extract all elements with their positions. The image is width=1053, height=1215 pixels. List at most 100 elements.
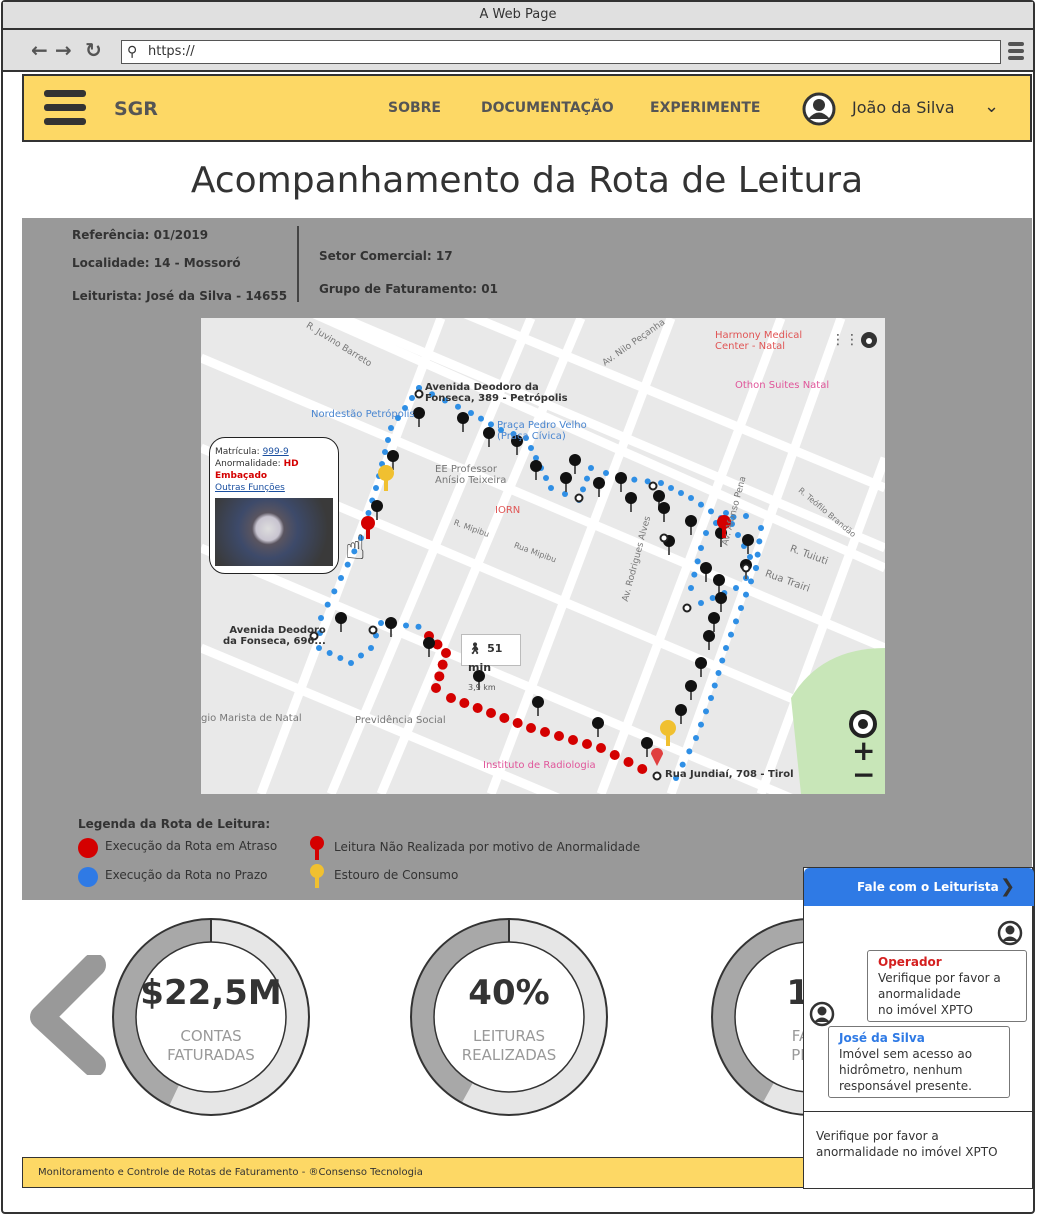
message-text: Imóvel sem acesso ao hidrômetro, nenhum … — [839, 1047, 973, 1093]
forward-icon[interactable]: → — [55, 38, 72, 62]
map-layer-icon[interactable] — [859, 330, 879, 350]
chat-header[interactable]: Fale com o Leiturista ❯ — [804, 868, 1034, 906]
destination-pin-icon — [651, 748, 663, 766]
reading-pin — [685, 680, 697, 692]
on-time-route-dot — [709, 595, 716, 601]
address-bar: ← → ↻ ⚲ https:// — [3, 30, 1033, 72]
on-time-route-dot — [344, 561, 351, 568]
on-time-route-dot — [324, 601, 331, 608]
anormalidade-label: Anormalidade: — [215, 459, 284, 469]
nav-experimente[interactable]: EXPERIMENTE — [650, 100, 761, 116]
map-label-harmony: Harmony Medical Center - Natal — [715, 330, 803, 352]
late-route-dot — [459, 698, 470, 708]
legend-title: Legenda da Rota de Leitura: — [78, 817, 271, 831]
late-route-dot — [431, 683, 441, 693]
on-time-route-dot — [703, 530, 709, 536]
carousel-prev-icon[interactable] — [28, 955, 108, 1075]
travel-time: 51 min — [468, 642, 503, 674]
on-time-route-dot — [688, 585, 694, 591]
url-text: https:// — [148, 44, 195, 59]
reading-pin — [700, 562, 712, 574]
map-label-nordestao: Nordestão Petrópolis — [311, 409, 415, 420]
on-time-route-dot — [351, 548, 358, 555]
reading-pin — [387, 450, 399, 462]
street — [486, 318, 676, 794]
map-canvas[interactable] — [201, 318, 885, 794]
reading-pin — [569, 454, 581, 466]
zoom-out-icon[interactable]: − — [852, 758, 876, 791]
back-icon[interactable]: ← — [31, 38, 48, 62]
kpi-value: $22,5M — [140, 973, 282, 1013]
other-functions-link[interactable]: Outras Funções — [215, 483, 285, 493]
on-time-route-dot — [326, 650, 333, 656]
map-label-marista: gio Marista de Natal — [201, 713, 302, 724]
reading-pin — [715, 592, 727, 604]
legend-late: Execução da Rota em Atraso — [105, 839, 278, 853]
zoom-in-icon[interactable]: + — [852, 734, 876, 767]
reading-pin — [593, 477, 605, 489]
apps-grid-icon[interactable]: ⋮⋮ — [831, 332, 859, 348]
kpi-value: 40% — [468, 973, 550, 1013]
url-input[interactable]: ⚲ https:// — [121, 40, 1001, 64]
on-time-dot-icon — [78, 867, 98, 887]
reading-pin — [615, 472, 627, 484]
late-route-dot — [437, 659, 448, 670]
stop-marker — [414, 389, 424, 399]
user-avatar-icon[interactable] — [802, 92, 836, 126]
my-location-icon[interactable] — [847, 708, 879, 740]
on-time-route-dot — [603, 470, 609, 476]
on-time-route-dot — [738, 605, 744, 611]
map-label-iorn: IORN — [495, 505, 521, 516]
on-time-route-dot — [478, 415, 484, 422]
on-time-route-dot — [719, 657, 726, 664]
user-name[interactable]: João da Silva — [852, 98, 955, 117]
on-time-route-dot — [733, 618, 739, 625]
stop-marker — [659, 533, 669, 543]
kpi-label: LEITURAS REALIZADAS — [461, 1027, 557, 1064]
chevron-down-icon[interactable]: ❯ — [1000, 876, 1016, 897]
reading-pin — [473, 670, 485, 682]
window-title: A Web Page — [3, 2, 1033, 30]
brand-logo[interactable]: SGR — [114, 98, 158, 120]
walk-icon: 🚶︎ — [468, 642, 482, 655]
chat-input[interactable]: Verifique por favor a anormalidade no im… — [804, 1111, 1032, 1189]
reading-pin — [641, 737, 653, 749]
stop-marker — [309, 631, 319, 641]
on-time-route-dot — [562, 491, 568, 497]
chevron-down-icon[interactable]: ⌄ — [984, 96, 1000, 117]
street — [596, 318, 786, 794]
browser-menu-icon[interactable] — [1008, 42, 1024, 60]
chat-message-operator: Operador Verifique por favor a anormalid… — [867, 950, 1027, 1022]
on-time-route-dot — [416, 385, 422, 391]
anomaly-pin-icon — [310, 836, 324, 860]
late-route-dot — [512, 718, 523, 728]
reading-pin — [695, 657, 707, 669]
app-header: SGR SOBRE DOCUMENTAÇÃO EXPERIMENTE João … — [22, 74, 1032, 142]
late-route-dot — [637, 764, 648, 774]
reading-pin — [675, 704, 687, 716]
nav-sobre[interactable]: SOBRE — [388, 100, 441, 116]
on-time-route-dot — [316, 645, 322, 651]
on-time-route-dot — [698, 501, 704, 508]
nav-documentacao[interactable]: DOCUMENTAÇÃO — [481, 100, 614, 116]
info-localidade: Localidade: 14 - Mossoró — [72, 256, 241, 270]
on-time-route-dot — [543, 475, 549, 481]
chat-title: Fale com o Leiturista — [857, 880, 999, 894]
on-time-route-dot — [688, 495, 694, 501]
late-route-dot — [486, 708, 496, 718]
late-route-dot — [540, 727, 550, 737]
reload-icon[interactable]: ↻ — [85, 38, 102, 62]
matricula-label: Matrícula: — [215, 447, 263, 457]
on-time-route-dot — [658, 480, 664, 486]
reading-pin — [560, 472, 572, 484]
reading-pin — [625, 492, 637, 504]
reading-pin — [385, 617, 397, 629]
reading-pin — [457, 412, 469, 424]
on-time-route-dot — [584, 475, 590, 482]
on-time-route-dot — [429, 391, 435, 398]
hamburger-menu-icon[interactable] — [44, 90, 86, 130]
anormalidade-description: Embaçado — [215, 471, 268, 481]
matricula-link[interactable]: 999-9 — [262, 447, 289, 457]
map-label-start2: Avenida Deodoro da Fonseca, 696... — [223, 625, 326, 647]
route-map[interactable]: Avenida Deodoro da Fonseca, 389 - Petróp… — [201, 318, 885, 794]
